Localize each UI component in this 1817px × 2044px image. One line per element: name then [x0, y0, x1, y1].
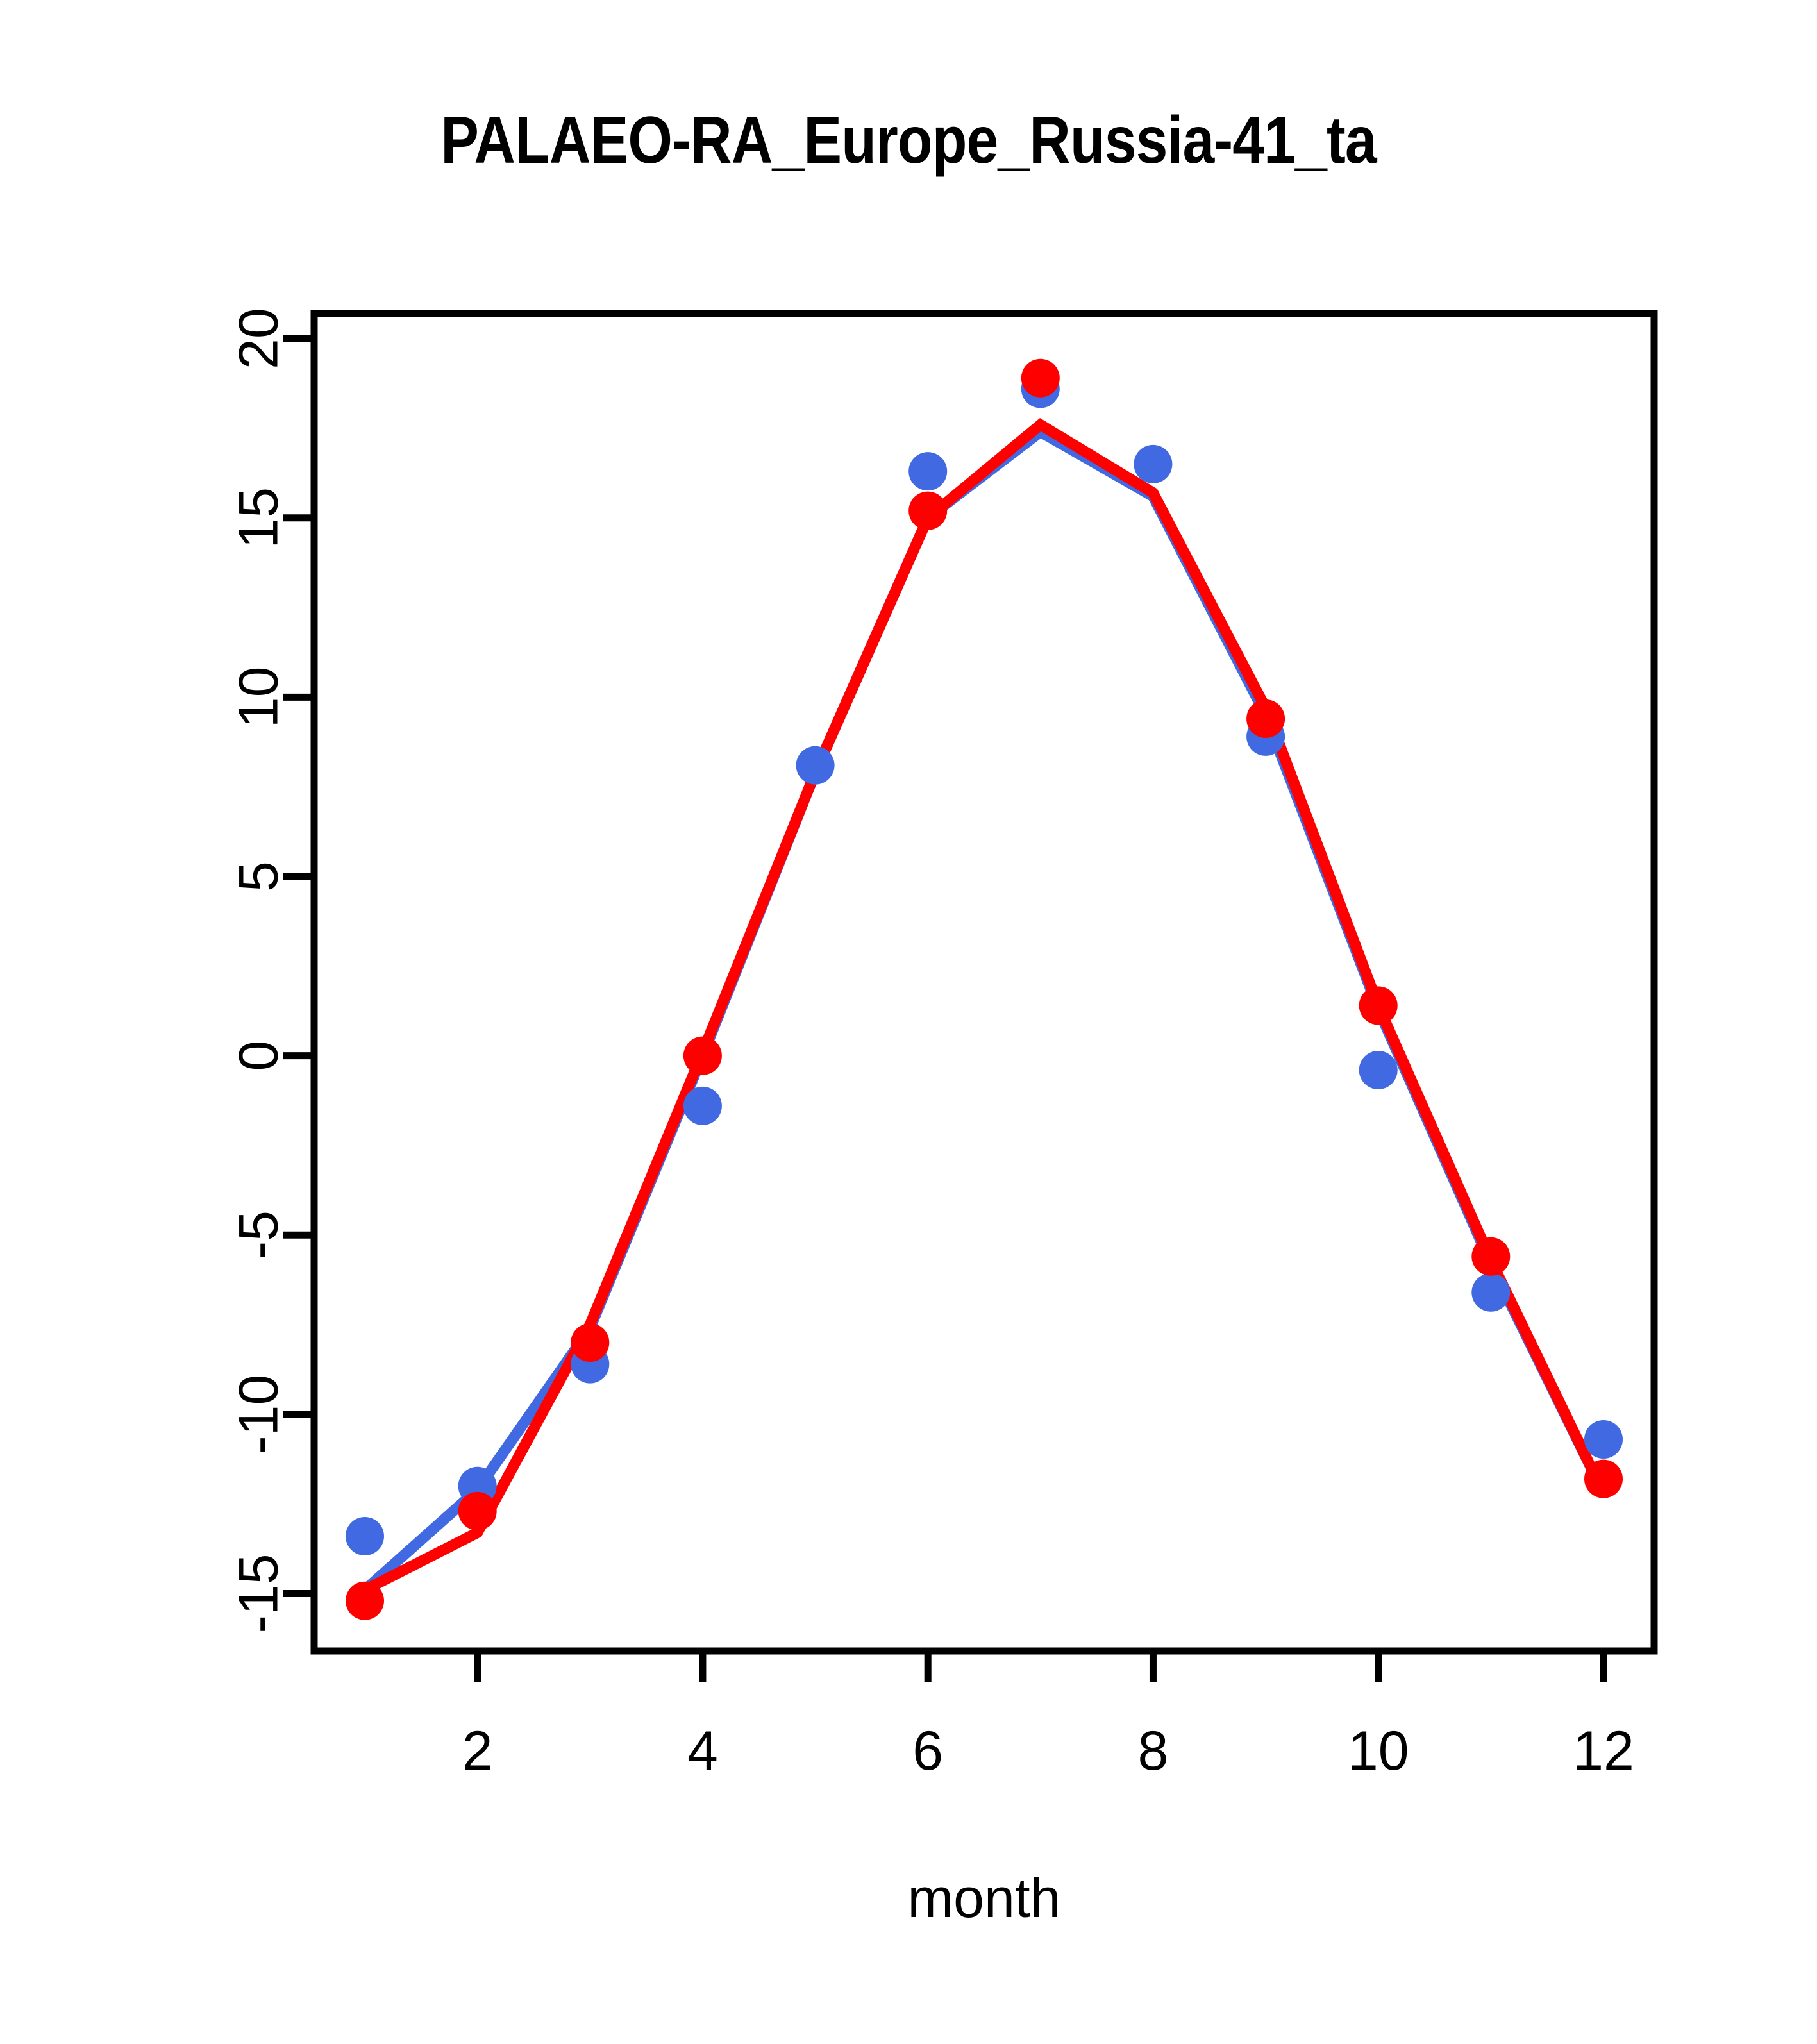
chart-title: PALAEO-RA_Europe_Russia-41_ta	[440, 103, 1377, 178]
data-point	[1359, 986, 1398, 1025]
x-axis-tick-label: 4	[687, 1720, 718, 1782]
series-points	[346, 358, 1623, 1620]
y-axis-tick-label: -10	[228, 1375, 290, 1454]
data-point	[908, 452, 948, 491]
data-point	[683, 1036, 722, 1075]
x-axis-tick-label: 8	[1138, 1720, 1169, 1782]
y-axis-tick-label: 0	[228, 1041, 290, 1071]
data-point	[1471, 1273, 1511, 1312]
y-axis-tick-labels: -15 -10 -5 0 5 10 15 20	[228, 308, 290, 1633]
data-point	[1134, 444, 1173, 483]
data-point	[346, 1517, 384, 1555]
series-lines	[361, 418, 1609, 1595]
data-point	[1471, 1237, 1511, 1276]
x-axis-tick-label: 2	[462, 1720, 493, 1782]
x-axis-tick-label: 6	[912, 1720, 943, 1782]
data-point	[1246, 699, 1285, 738]
plot-box	[310, 310, 1658, 1655]
data-point	[1359, 1051, 1398, 1089]
data-point	[1021, 358, 1060, 398]
data-point	[1584, 1420, 1623, 1459]
data-point	[1584, 1459, 1623, 1498]
data-point	[346, 1581, 384, 1620]
x-axis-tick-label: 10	[1348, 1720, 1409, 1782]
data-point	[796, 746, 835, 785]
series-line	[361, 425, 1609, 1595]
y-axis-tick-label: 5	[228, 861, 290, 892]
x-axis-tick-label: 12	[1573, 1720, 1634, 1782]
data-point	[571, 1323, 610, 1362]
y-axis-ticks	[283, 335, 314, 1598]
y-axis-tick-label: 15	[228, 487, 290, 549]
data-point	[683, 1086, 722, 1125]
y-axis-tick-label: 10	[228, 667, 290, 728]
x-axis-title: month	[907, 1868, 1060, 1929]
y-axis-tick-label: 20	[228, 308, 290, 369]
data-point	[458, 1491, 497, 1530]
x-axis-tick-labels: 2 4 6 8 10 12	[462, 1720, 1634, 1782]
x-axis-ticks	[474, 1651, 1607, 1682]
y-axis-tick-label: -5	[228, 1210, 290, 1259]
series-line	[362, 418, 1609, 1595]
data-point	[908, 491, 948, 530]
y-axis-tick-label: -15	[228, 1554, 290, 1633]
